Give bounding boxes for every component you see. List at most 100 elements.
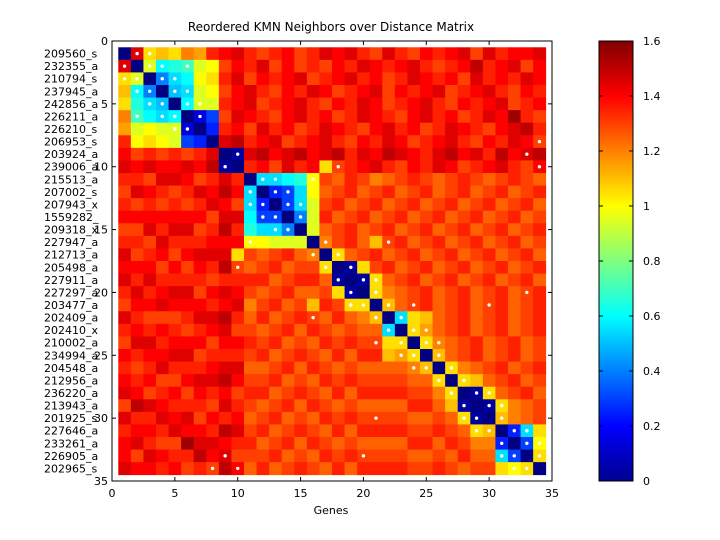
heatmap-cell bbox=[231, 449, 245, 463]
heatmap-cell bbox=[394, 374, 408, 388]
heatmap-cell bbox=[281, 374, 295, 388]
heatmap-cell bbox=[218, 424, 232, 438]
row-label: 210794_s bbox=[44, 73, 97, 86]
heatmap-cell bbox=[130, 122, 144, 136]
heatmap-cell bbox=[382, 210, 396, 224]
heatmap-cell bbox=[306, 235, 320, 249]
heatmap-cell bbox=[344, 72, 358, 86]
heatmap-cell bbox=[407, 198, 421, 212]
neighbor-marker bbox=[261, 177, 265, 181]
heatmap-cell bbox=[244, 122, 257, 136]
heatmap-cell bbox=[118, 235, 132, 249]
heatmap-cell bbox=[344, 47, 358, 61]
heatmap-cell bbox=[193, 198, 207, 212]
heatmap-cell bbox=[382, 411, 396, 425]
heatmap-cell bbox=[420, 462, 433, 476]
heatmap-cell bbox=[470, 210, 484, 224]
heatmap-cell bbox=[231, 135, 245, 149]
heatmap-cell bbox=[457, 135, 471, 149]
heatmap-cell bbox=[495, 72, 509, 86]
heatmap-cell bbox=[482, 198, 496, 212]
heatmap-cell bbox=[407, 311, 421, 325]
x-tick-label: 5 bbox=[171, 487, 178, 500]
heatmap-cell bbox=[181, 374, 195, 388]
heatmap-cell bbox=[394, 135, 408, 149]
heatmap-cell bbox=[206, 349, 220, 362]
heatmap-cell bbox=[332, 135, 345, 149]
heatmap-cell bbox=[193, 273, 207, 287]
heatmap-cell bbox=[482, 235, 496, 249]
heatmap-cell bbox=[508, 273, 521, 287]
neighbor-marker bbox=[122, 64, 127, 68]
heatmap-cell bbox=[332, 97, 345, 111]
row-label: 202409_a bbox=[44, 312, 98, 325]
heatmap-cell bbox=[281, 424, 295, 438]
heatmap-cell bbox=[407, 374, 421, 388]
heatmap-cell bbox=[206, 437, 220, 450]
heatmap-cell bbox=[482, 311, 496, 325]
row-label: 227947_a bbox=[44, 236, 98, 249]
heatmap-cell bbox=[470, 185, 484, 199]
neighbor-marker bbox=[248, 240, 252, 244]
heatmap-cell bbox=[319, 361, 333, 375]
heatmap-cell bbox=[457, 110, 471, 124]
heatmap-cell bbox=[369, 449, 383, 463]
heatmap-cell bbox=[143, 286, 157, 300]
heatmap-cell bbox=[281, 248, 295, 262]
heatmap-cell bbox=[445, 110, 459, 124]
heatmap-cell bbox=[294, 411, 308, 425]
heatmap-cell bbox=[344, 135, 358, 149]
heatmap-cell bbox=[269, 411, 283, 425]
heatmap-cell bbox=[294, 59, 308, 73]
neighbor-marker bbox=[386, 240, 391, 244]
heatmap-cell bbox=[231, 424, 245, 438]
heatmap-cell bbox=[382, 160, 396, 174]
neighbor-marker bbox=[500, 403, 504, 408]
heatmap-cell bbox=[495, 273, 509, 287]
heatmap-cell bbox=[508, 135, 521, 149]
heatmap-cell bbox=[206, 286, 220, 300]
heatmap-cell bbox=[394, 122, 408, 136]
heatmap-cell bbox=[394, 462, 408, 476]
heatmap-cell bbox=[495, 248, 509, 262]
heatmap-cell bbox=[269, 248, 283, 262]
heatmap-cell bbox=[357, 122, 371, 136]
heatmap-cell bbox=[231, 223, 245, 237]
heatmap-cell bbox=[432, 147, 446, 161]
heatmap-cell bbox=[319, 399, 333, 413]
heatmap-cell bbox=[508, 349, 521, 362]
neighbor-marker bbox=[298, 215, 303, 219]
heatmap-cell bbox=[457, 210, 471, 224]
heatmap-cell bbox=[206, 110, 220, 124]
heatmap-cell bbox=[256, 261, 270, 274]
heatmap-cell bbox=[495, 323, 509, 337]
heatmap-cell bbox=[407, 47, 421, 61]
neighbor-marker bbox=[500, 454, 504, 458]
heatmap-cell bbox=[231, 361, 245, 375]
heatmap-cell bbox=[256, 235, 270, 249]
neighbor-marker bbox=[437, 378, 441, 383]
heatmap-cell bbox=[244, 59, 257, 73]
heatmap-cell bbox=[407, 135, 421, 149]
heatmap-cell bbox=[156, 235, 169, 249]
heatmap-cell bbox=[357, 336, 371, 350]
heatmap-cell bbox=[168, 286, 182, 300]
heatmap-cell bbox=[344, 374, 358, 388]
heatmap-cell bbox=[344, 147, 358, 161]
heatmap-cell bbox=[256, 286, 270, 300]
heatmap-cell bbox=[445, 97, 459, 111]
x-axis-ticks: 0 5 10 15 20 25 30 35 bbox=[109, 41, 559, 500]
heatmap-cell bbox=[382, 47, 396, 61]
heatmap-cell bbox=[457, 437, 471, 450]
heatmap-cell bbox=[533, 223, 547, 237]
heatmap-cell bbox=[206, 185, 220, 199]
y-tick-label: 35 bbox=[94, 475, 108, 488]
heatmap-cell bbox=[533, 399, 547, 413]
heatmap-cell bbox=[294, 147, 308, 161]
heatmap-cell bbox=[156, 147, 169, 161]
heatmap-cell bbox=[294, 286, 308, 300]
heatmap-cell bbox=[344, 223, 358, 237]
heatmap-cell bbox=[533, 185, 547, 199]
heatmap-cell bbox=[420, 349, 433, 362]
heatmap-cell bbox=[508, 85, 521, 98]
